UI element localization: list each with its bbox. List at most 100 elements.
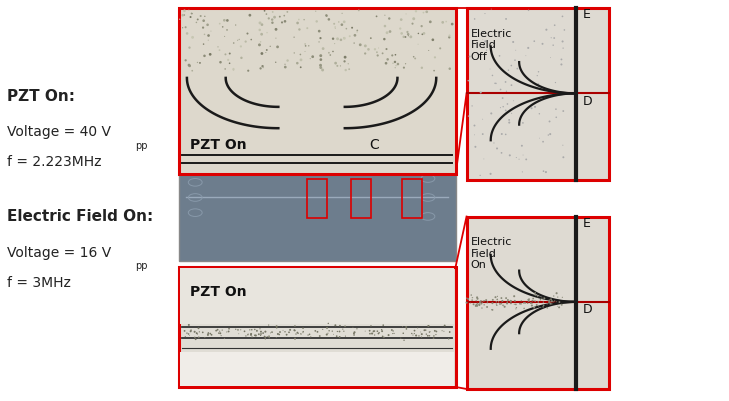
Point — [211, 328, 222, 334]
Point — [416, 65, 428, 71]
Point — [502, 297, 514, 303]
Point — [428, 335, 440, 341]
Point — [199, 13, 211, 20]
Point — [246, 326, 257, 333]
Point — [184, 63, 195, 69]
Point — [340, 67, 351, 73]
Point — [289, 323, 301, 329]
Point — [474, 302, 486, 308]
Point — [477, 116, 488, 122]
Point — [533, 69, 545, 75]
Point — [418, 9, 429, 16]
Point — [531, 73, 543, 79]
Point — [327, 331, 339, 338]
Point — [529, 292, 541, 298]
Point — [415, 329, 426, 335]
Point — [327, 48, 339, 55]
Point — [485, 171, 496, 177]
Point — [387, 328, 399, 334]
Point — [322, 330, 334, 336]
Point — [359, 328, 371, 334]
Point — [398, 34, 410, 40]
Point — [367, 328, 379, 334]
Point — [428, 67, 440, 74]
Point — [299, 48, 311, 55]
Point — [475, 172, 486, 178]
Bar — [351, 180, 371, 217]
Point — [254, 42, 265, 48]
Point — [283, 329, 295, 336]
Point — [467, 295, 478, 301]
Point — [330, 322, 341, 328]
Point — [289, 327, 300, 334]
Point — [295, 57, 307, 63]
Text: D: D — [583, 95, 593, 107]
Point — [529, 103, 541, 110]
Point — [544, 118, 555, 125]
Point — [381, 30, 393, 36]
Point — [249, 326, 261, 333]
Point — [478, 156, 490, 162]
Point — [395, 335, 407, 341]
Point — [254, 65, 266, 72]
Point — [317, 45, 329, 52]
Point — [523, 298, 534, 304]
Point — [321, 331, 332, 338]
Point — [515, 301, 527, 307]
Point — [292, 330, 303, 336]
Point — [477, 299, 488, 306]
Point — [547, 299, 559, 305]
Point — [545, 296, 557, 302]
Point — [181, 330, 192, 336]
Point — [546, 301, 558, 307]
Point — [389, 59, 401, 65]
Point — [185, 327, 197, 333]
Point — [446, 21, 458, 27]
Point — [401, 326, 413, 332]
Point — [294, 26, 305, 32]
Point — [373, 330, 385, 336]
Point — [430, 331, 442, 338]
Point — [244, 327, 256, 333]
Point — [464, 300, 476, 306]
Point — [480, 38, 491, 45]
Point — [298, 16, 310, 23]
Point — [416, 31, 428, 37]
Point — [494, 53, 505, 59]
Point — [390, 63, 402, 69]
Point — [250, 332, 262, 339]
Point — [397, 330, 409, 336]
Point — [348, 329, 360, 336]
Point — [246, 36, 257, 43]
Point — [429, 328, 441, 334]
Point — [310, 8, 321, 14]
Point — [354, 42, 366, 48]
Point — [227, 67, 239, 73]
Point — [545, 131, 556, 137]
Point — [479, 10, 491, 17]
Point — [424, 332, 435, 339]
Point — [480, 47, 492, 53]
Point — [338, 328, 350, 334]
Point — [533, 299, 545, 305]
Text: PZT On: PZT On — [190, 138, 246, 152]
Point — [256, 50, 268, 57]
Point — [418, 327, 430, 334]
Point — [497, 103, 509, 110]
Point — [471, 303, 483, 309]
Point — [529, 304, 540, 311]
Point — [523, 45, 534, 51]
Point — [471, 294, 483, 301]
Point — [467, 294, 479, 301]
Point — [348, 330, 360, 336]
Point — [501, 88, 512, 95]
Point — [235, 55, 247, 61]
Point — [512, 65, 523, 72]
Point — [232, 327, 243, 333]
Point — [462, 77, 474, 84]
Point — [246, 331, 257, 337]
Point — [526, 298, 538, 304]
Point — [265, 330, 276, 336]
Point — [317, 67, 329, 73]
Point — [249, 332, 261, 338]
